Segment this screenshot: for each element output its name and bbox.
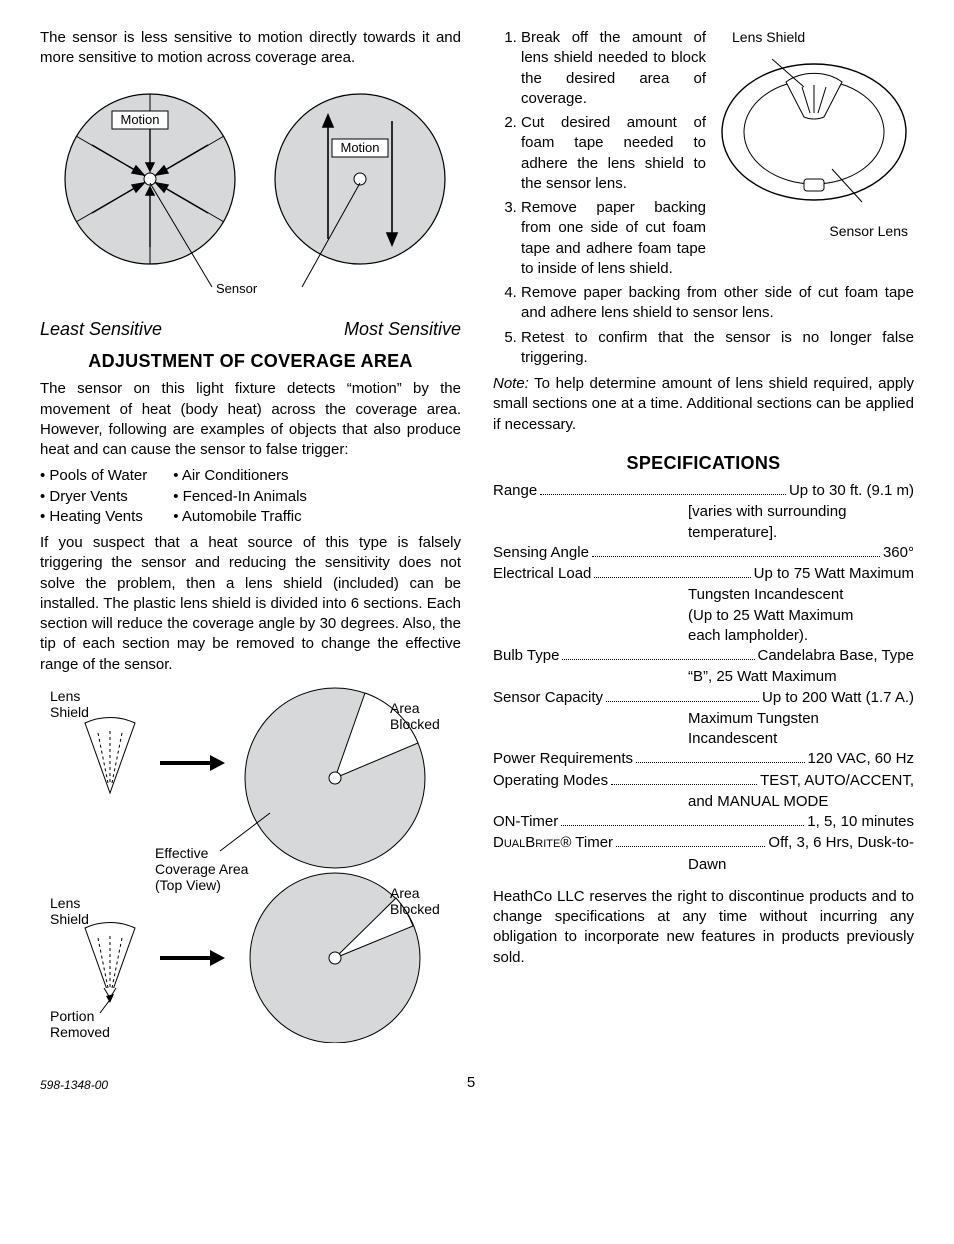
svg-text:Shield: Shield bbox=[50, 704, 89, 720]
spec-continuation: temperature]. bbox=[493, 523, 914, 543]
sensor-lens-figure: Lens Shield Sensor Lens bbox=[714, 28, 914, 241]
spec-value: Candelabra Base, Type bbox=[758, 646, 915, 666]
spec-table: Range Up to 30 ft. (9.1 m)[varies with su… bbox=[493, 481, 914, 875]
left-column: The sensor is less sensitive to motion d… bbox=[40, 28, 461, 1055]
spec-continuation: [varies with surrounding bbox=[493, 502, 914, 522]
false-item: Automobile Traffic bbox=[173, 507, 307, 527]
svg-text:Shield: Shield bbox=[50, 911, 89, 927]
svg-text:Lens: Lens bbox=[50, 688, 80, 704]
svg-text:Lens: Lens bbox=[50, 895, 80, 911]
spec-row: Range Up to 30 ft. (9.1 m) bbox=[493, 481, 914, 501]
adjust-para2: If you suspect that a heat source of thi… bbox=[40, 533, 461, 675]
coverage-diagram: Lens Shield Area Blocked Effective Cover… bbox=[40, 683, 461, 1049]
spec-continuation: Dawn bbox=[493, 855, 914, 875]
spec-value: Up to 200 Watt (1.7 A.) bbox=[762, 688, 914, 708]
spec-label: Operating Modes bbox=[493, 771, 608, 791]
spec-value: Up to 75 Watt Maximum bbox=[754, 564, 914, 584]
spec-continuation: Tungsten Incandescent bbox=[493, 585, 914, 605]
spec-value: Off, 3, 6 Hrs, Dusk-to- bbox=[768, 833, 914, 853]
svg-text:Portion: Portion bbox=[50, 1008, 94, 1024]
svg-text:Sensor: Sensor bbox=[216, 281, 258, 296]
spec-value: 1, 5, 10 minutes bbox=[807, 812, 914, 832]
intro-text: The sensor is less sensitive to motion d… bbox=[40, 28, 461, 69]
svg-text:Motion: Motion bbox=[340, 140, 379, 155]
spec-row: Sensor Capacity Up to 200 Watt (1.7 A.) bbox=[493, 688, 914, 708]
svg-text:Blocked: Blocked bbox=[390, 716, 440, 732]
spec-row: Bulb Type Candelabra Base, Type bbox=[493, 646, 914, 666]
spec-label: DualBrite® Timer bbox=[493, 833, 613, 853]
svg-text:Area: Area bbox=[390, 700, 420, 716]
spec-continuation: Incandescent bbox=[493, 729, 914, 749]
right-column: Lens Shield Sensor Lens Break off the am… bbox=[493, 28, 914, 1055]
disclaimer: HeathCo LLC reserves the right to discon… bbox=[493, 887, 914, 968]
note-paragraph: Note: To help determine amount of lens s… bbox=[493, 374, 914, 435]
spec-value: 120 VAC, 60 Hz bbox=[808, 749, 914, 769]
spec-label: Range bbox=[493, 481, 537, 501]
spec-row: Operating Modes TEST, AUTO/ACCENT, bbox=[493, 771, 914, 791]
lens-shield-label: Lens Shield bbox=[714, 28, 914, 47]
spec-value: Up to 30 ft. (9.1 m) bbox=[789, 481, 914, 501]
svg-text:Effective: Effective bbox=[155, 845, 209, 861]
spec-label: Bulb Type bbox=[493, 646, 559, 666]
false-col1: Pools of WaterDryer VentsHeating Vents bbox=[40, 466, 147, 527]
false-item: Fenced-In Animals bbox=[173, 487, 307, 507]
false-col2: Air ConditionersFenced-In AnimalsAutomob… bbox=[173, 466, 307, 527]
page-columns: The sensor is less sensitive to motion d… bbox=[40, 28, 914, 1055]
most-sensitive-label: Most Sensitive bbox=[344, 317, 461, 341]
spec-label: Electrical Load bbox=[493, 564, 591, 584]
spec-continuation: (Up to 25 Watt Maximum bbox=[493, 606, 914, 626]
svg-text:Removed: Removed bbox=[50, 1024, 110, 1040]
false-item: Heating Vents bbox=[40, 507, 147, 527]
doc-number: 598-1348-00 bbox=[40, 1077, 108, 1093]
note-text: To help determine amount of lens shield … bbox=[493, 375, 914, 433]
spec-label: Sensor Capacity bbox=[493, 688, 603, 708]
sensor-lens-label: Sensor Lens bbox=[714, 222, 914, 241]
specifications-heading: SPECIFICATIONS bbox=[493, 451, 914, 475]
spec-continuation: and MANUAL MODE bbox=[493, 792, 914, 812]
spec-label: Sensing Angle bbox=[493, 543, 589, 563]
spec-label: ON-Timer bbox=[493, 812, 558, 832]
spec-row: DualBrite® Timer Off, 3, 6 Hrs, Dusk-to- bbox=[493, 833, 914, 853]
svg-text:Coverage Area: Coverage Area bbox=[155, 861, 249, 877]
false-item: Dryer Vents bbox=[40, 487, 147, 507]
step-item: Remove paper backing from other side of … bbox=[521, 283, 914, 324]
spec-row: ON-Timer 1, 5, 10 minutes bbox=[493, 812, 914, 832]
spec-value: TEST, AUTO/ACCENT, bbox=[760, 771, 914, 791]
spec-continuation: “B”, 25 Watt Maximum bbox=[493, 667, 914, 687]
step-item: Retest to confirm that the sensor is no … bbox=[521, 328, 914, 369]
page-footer: 598-1348-00 5 bbox=[40, 1073, 914, 1093]
svg-text:Blocked: Blocked bbox=[390, 901, 440, 917]
sensitivity-diagram: Motion Sensor Motion Least Sensitive Mos… bbox=[40, 79, 461, 342]
svg-text:Motion: Motion bbox=[120, 112, 159, 127]
spec-row: Power Requirements 120 VAC, 60 Hz bbox=[493, 749, 914, 769]
spec-continuation: Maximum Tungsten bbox=[493, 709, 914, 729]
adjust-para1: The sensor on this light fixture detects… bbox=[40, 379, 461, 460]
false-item: Air Conditioners bbox=[173, 466, 307, 486]
svg-text:Area: Area bbox=[390, 885, 420, 901]
false-trigger-list: Pools of WaterDryer VentsHeating Vents A… bbox=[40, 466, 461, 527]
adjustment-heading: ADJUSTMENT OF COVERAGE AREA bbox=[40, 349, 461, 373]
svg-text:(Top View): (Top View) bbox=[155, 877, 221, 893]
spec-value: 360° bbox=[883, 543, 914, 563]
spec-row: Electrical Load Up to 75 Watt Maximum bbox=[493, 564, 914, 584]
least-sensitive-label: Least Sensitive bbox=[40, 317, 162, 341]
false-item: Pools of Water bbox=[40, 466, 147, 486]
page-number: 5 bbox=[108, 1073, 834, 1093]
spec-continuation: each lampholder). bbox=[493, 626, 914, 646]
spec-label: Power Requirements bbox=[493, 749, 633, 769]
spec-row: Sensing Angle 360° bbox=[493, 543, 914, 563]
note-label: Note: bbox=[493, 375, 529, 392]
